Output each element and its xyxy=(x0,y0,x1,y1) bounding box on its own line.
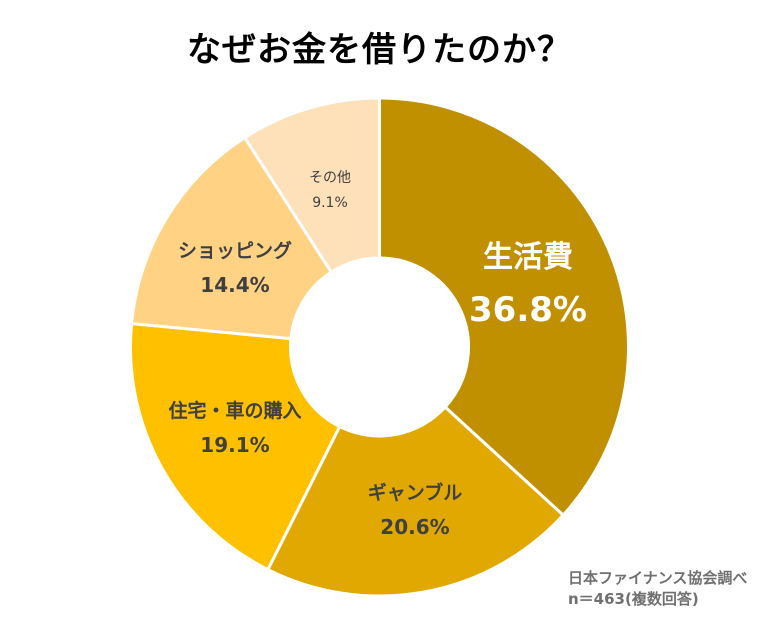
slice-value: 36.8% xyxy=(469,290,587,330)
slice-shopping xyxy=(129,135,334,341)
slice-value: 14.4% xyxy=(200,273,270,297)
slice-name: ギャンブル xyxy=(367,482,463,504)
slice-value: 19.1% xyxy=(200,433,270,457)
slice-living-expenses xyxy=(378,96,630,518)
slice-label-housing-car: 住宅・車の購入 19.1% xyxy=(150,396,320,457)
chart-title: なぜお金を借りたのか？ xyxy=(187,30,572,70)
slice-label-other: その他 9.1% xyxy=(290,167,370,211)
slice-value: 9.1% xyxy=(312,195,348,211)
slice-value: 20.6% xyxy=(380,515,450,539)
source-line-1: 日本ファイナンス協会調べ xyxy=(568,569,748,587)
slice-name: 住宅・車の購入 xyxy=(168,400,302,422)
slice-other xyxy=(242,96,381,275)
slice-name: ショッピング xyxy=(177,240,292,262)
slice-name: 生活費 xyxy=(483,240,573,275)
slice-label-living-expenses: 生活費 36.8% xyxy=(458,232,598,330)
slice-label-shopping: ショッピング 14.4% xyxy=(160,236,310,297)
source-line-2: n＝463(複数回答) xyxy=(568,590,699,608)
slice-gambling xyxy=(265,404,566,598)
slice-name: その他 xyxy=(309,170,351,186)
source-note: 日本ファイナンス協会調べ n＝463(複数回答) xyxy=(568,568,747,610)
slice-label-gambling: ギャンブル 20.6% xyxy=(340,478,490,539)
slice-housing-car xyxy=(129,321,342,572)
